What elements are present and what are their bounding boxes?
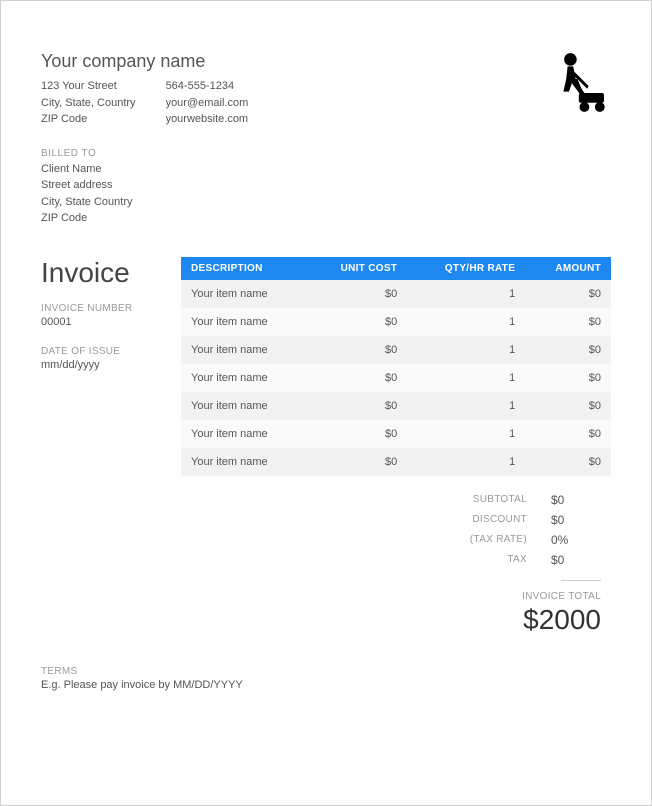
company-website: yourwebsite.com	[166, 111, 249, 128]
line-items-table: DESCRIPTION UNIT COST QTY/HR RATE AMOUNT…	[181, 257, 611, 476]
table-row: Your item name$01$0	[181, 308, 611, 336]
cell-amount: $0	[525, 280, 611, 308]
cell-unit-cost: $0	[307, 420, 407, 448]
terms-text: E.g. Please pay invoice by MM/DD/YYYY	[41, 679, 611, 691]
table-row: Your item name$01$0	[181, 280, 611, 308]
taxrate-row: (TAX RATE) 0%	[181, 530, 611, 550]
company-address: 123 Your Street City, State, Country ZIP…	[41, 78, 136, 128]
billed-to-lines: Client Name Street address City, State C…	[41, 161, 611, 227]
invoice-title: Invoice	[41, 257, 161, 289]
subtotal-value: $0	[551, 493, 601, 507]
cell-description: Your item name	[181, 308, 307, 336]
company-name: Your company name	[41, 51, 541, 72]
invoice-number-label: INVOICE NUMBER	[41, 303, 161, 314]
cell-qty: 1	[407, 308, 525, 336]
header: Your company name 123 Your Street City, …	[41, 51, 611, 128]
cell-qty: 1	[407, 392, 525, 420]
client-name: Client Name	[41, 161, 611, 178]
company-contact: 564-555-1234 your@email.com yourwebsite.…	[166, 78, 249, 128]
invoice-number-block: INVOICE NUMBER 00001	[41, 303, 161, 328]
table-row: Your item name$01$0	[181, 448, 611, 476]
cell-qty: 1	[407, 336, 525, 364]
cell-description: Your item name	[181, 392, 307, 420]
client-city: City, State Country	[41, 194, 611, 211]
discount-row: DISCOUNT $0	[181, 510, 611, 530]
col-unit-cost: UNIT COST	[307, 257, 407, 280]
cell-qty: 1	[407, 448, 525, 476]
col-amount: AMOUNT	[525, 257, 611, 280]
invoice-date-label: DATE OF ISSUE	[41, 346, 161, 357]
cell-description: Your item name	[181, 420, 307, 448]
taxrate-label: (TAX RATE)	[470, 534, 527, 545]
cell-description: Your item name	[181, 280, 307, 308]
invoice-number: 00001	[41, 316, 161, 328]
cell-qty: 1	[407, 280, 525, 308]
taxrate-value: 0%	[551, 533, 601, 547]
invoice-total-value: $2000	[181, 604, 611, 636]
invoice-total-label: INVOICE TOTAL	[181, 591, 611, 602]
cell-amount: $0	[525, 420, 611, 448]
cell-description: Your item name	[181, 448, 307, 476]
table-row: Your item name$01$0	[181, 420, 611, 448]
terms-block: TERMS E.g. Please pay invoice by MM/DD/Y…	[41, 666, 611, 691]
billed-to-label: BILLED TO	[41, 148, 611, 159]
terms-label: TERMS	[41, 666, 611, 677]
cell-unit-cost: $0	[307, 308, 407, 336]
totals-divider	[561, 580, 601, 581]
cell-unit-cost: $0	[307, 392, 407, 420]
invoice-date: mm/dd/yyyy	[41, 359, 161, 371]
invoice-meta-column: Invoice INVOICE NUMBER 00001 DATE OF ISS…	[41, 257, 161, 636]
col-description: DESCRIPTION	[181, 257, 307, 280]
table-row: Your item name$01$0	[181, 392, 611, 420]
invoice-table-column: DESCRIPTION UNIT COST QTY/HR RATE AMOUNT…	[181, 257, 611, 636]
address-line: ZIP Code	[41, 111, 136, 128]
main-content: Invoice INVOICE NUMBER 00001 DATE OF ISS…	[41, 257, 611, 636]
discount-value: $0	[551, 513, 601, 527]
cell-unit-cost: $0	[307, 448, 407, 476]
table-row: Your item name$01$0	[181, 336, 611, 364]
table-header-row: DESCRIPTION UNIT COST QTY/HR RATE AMOUNT	[181, 257, 611, 280]
cell-unit-cost: $0	[307, 336, 407, 364]
tax-value: $0	[551, 553, 601, 567]
cell-amount: $0	[525, 308, 611, 336]
address-line: 123 Your Street	[41, 78, 136, 95]
lawnmower-icon	[541, 51, 611, 121]
cell-unit-cost: $0	[307, 280, 407, 308]
company-contact-columns: 123 Your Street City, State, Country ZIP…	[41, 78, 541, 128]
discount-label: DISCOUNT	[472, 514, 527, 525]
cell-description: Your item name	[181, 364, 307, 392]
billed-to-block: BILLED TO Client Name Street address Cit…	[41, 148, 611, 227]
cell-unit-cost: $0	[307, 364, 407, 392]
tax-row: TAX $0	[181, 550, 611, 570]
company-email: your@email.com	[166, 95, 249, 112]
company-phone: 564-555-1234	[166, 78, 249, 95]
cell-amount: $0	[525, 364, 611, 392]
tax-label: TAX	[507, 554, 527, 565]
cell-amount: $0	[525, 448, 611, 476]
subtotal-label: SUBTOTAL	[473, 494, 527, 505]
table-row: Your item name$01$0	[181, 364, 611, 392]
cell-qty: 1	[407, 364, 525, 392]
col-qty: QTY/HR RATE	[407, 257, 525, 280]
client-zip: ZIP Code	[41, 210, 611, 227]
totals-block: SUBTOTAL $0 DISCOUNT $0 (TAX RATE) 0% TA…	[181, 490, 611, 636]
address-line: City, State, Country	[41, 95, 136, 112]
invoice-date-block: DATE OF ISSUE mm/dd/yyyy	[41, 346, 161, 371]
cell-amount: $0	[525, 392, 611, 420]
subtotal-row: SUBTOTAL $0	[181, 490, 611, 510]
cell-amount: $0	[525, 336, 611, 364]
client-street: Street address	[41, 177, 611, 194]
company-block: Your company name 123 Your Street City, …	[41, 51, 541, 128]
cell-description: Your item name	[181, 336, 307, 364]
cell-qty: 1	[407, 420, 525, 448]
